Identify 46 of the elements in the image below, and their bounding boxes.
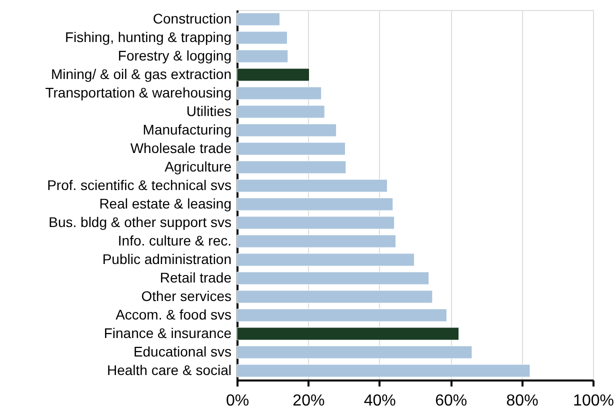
y-tick-label: Manufacturing <box>142 121 232 138</box>
bar <box>236 50 288 63</box>
bar <box>236 216 395 230</box>
bar <box>236 86 322 100</box>
y-tick-label: Retail trade <box>160 269 232 286</box>
bar <box>236 124 337 137</box>
y-tick-label: Agriculture <box>164 158 232 174</box>
bar <box>236 364 530 378</box>
y-tick-label: Finance & insurance <box>104 324 232 341</box>
bar <box>236 327 460 340</box>
y-tick-label: Utilities <box>186 102 232 119</box>
bar <box>236 105 325 118</box>
y-tick-label: Prof. scientific & technical svs <box>47 176 232 193</box>
bar <box>236 253 415 266</box>
y-tick-label: Mining/ & oil & gas extraction <box>50 66 232 82</box>
y-tick-label: Educational svs <box>133 343 232 360</box>
x-tick-label: 40% <box>364 392 396 410</box>
y-tick-label: Transportation & warehousing <box>45 84 232 100</box>
y-tick-label: Health care & social <box>106 362 232 378</box>
bar <box>236 290 433 304</box>
bar <box>236 179 388 192</box>
y-tick-label: Other services <box>141 288 232 304</box>
y-tick-label: Real estate & leasing <box>99 195 232 212</box>
y-tick-label: Forestry & logging <box>118 47 232 64</box>
x-tick-label: 80% <box>506 392 538 410</box>
x-tick-label: 60% <box>435 392 468 410</box>
y-tick-label: Wholesale trade <box>130 140 232 156</box>
bar <box>236 160 346 174</box>
y-tick-label: Construction <box>152 10 232 26</box>
y-tick-label: Fishing, hunting & trapping <box>64 28 232 45</box>
bar <box>236 198 394 211</box>
y-tick-label: Bus. bldg & other support svs <box>48 214 232 230</box>
bar <box>236 308 447 322</box>
y-tick-label: Public administration <box>102 250 232 267</box>
bar <box>236 12 280 26</box>
bar <box>236 346 472 359</box>
bar <box>236 234 396 248</box>
x-tick-label: 100% <box>573 392 614 410</box>
bar <box>236 142 346 156</box>
y-tick-label: Accom. & food svs <box>116 306 232 322</box>
x-tick-label: 20% <box>292 392 325 410</box>
bar <box>236 31 288 44</box>
bar <box>236 68 310 82</box>
x-tick-label: 0% <box>226 392 250 410</box>
bar <box>236 272 430 285</box>
y-tick-label: Info. culture & rec. <box>118 232 232 248</box>
